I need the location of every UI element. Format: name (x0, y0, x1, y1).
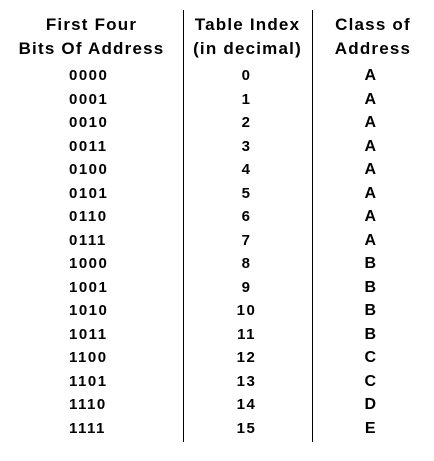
header-first-four-bits-line-1: First Four (45, 15, 138, 34)
cell-bits: 0001 (69, 90, 109, 108)
cell-index: 10 (236, 302, 257, 319)
cell-bits: 0000 (69, 67, 109, 84)
cell-index: 14 (236, 396, 257, 413)
header-table-index-line-1: Table Index (194, 15, 301, 34)
cell-bits: 1011 (69, 325, 108, 343)
cell-class: B (364, 302, 378, 319)
cell-index: 1 (241, 90, 252, 108)
header-first-four-bits-line-2: Bits Of Address (18, 39, 165, 58)
column-class-of-address: Class of Address A A A A A A A A B B B B… (312, 0, 434, 461)
cell-bits: 1000 (69, 255, 109, 272)
cell-index: 6 (241, 208, 252, 225)
cell-bits: 0011 (69, 137, 108, 155)
header-table-index-line-2: (in decimal) (193, 39, 302, 58)
header-class-of-address: Class of Address (312, 13, 434, 61)
column-first-four-bits: First Four Bits Of Address 0000 0001 001… (0, 0, 183, 461)
cell-bits: 1111 (69, 419, 106, 437)
header-first-four-bits: First Four Bits Of Address (0, 13, 183, 61)
cell-bits: 1001 (69, 278, 109, 296)
column-table-index: Table Index (in decimal) 0 1 2 3 4 5 6 7… (183, 0, 312, 461)
cell-index: 11 (237, 325, 256, 343)
cell-bits: 0101 (69, 184, 109, 202)
cell-index: 9 (241, 278, 252, 296)
cell-index: 5 (241, 184, 252, 202)
cell-index: 7 (241, 231, 252, 249)
first-four-bits-cells: 0000 0001 0010 0011 0100 0101 0110 0111 … (0, 64, 183, 440)
cell-bits: 0010 (69, 114, 109, 131)
column-divider (312, 10, 313, 442)
cell-bits: 0110 (69, 208, 108, 225)
cell-class: A (364, 114, 378, 131)
header-class-of-address-line-1: Class of (335, 15, 411, 34)
cell-class: A (364, 161, 378, 178)
cell-bits: 0111 (69, 231, 107, 249)
cell-class: D (364, 396, 378, 413)
cell-bits: 0100 (69, 161, 109, 178)
column-divider (183, 10, 184, 442)
cell-index: 8 (241, 255, 252, 272)
table-index-cells: 0 1 2 3 4 5 6 7 8 9 10 11 12 13 14 15 (183, 64, 312, 440)
cell-class: A (364, 231, 378, 249)
cell-class: C (364, 372, 378, 390)
cell-index: 4 (241, 161, 252, 178)
header-table-index: Table Index (in decimal) (183, 13, 312, 61)
cell-index: 3 (241, 137, 252, 155)
cell-bits: 1100 (69, 349, 108, 366)
header-class-of-address-line-2: Address (334, 39, 412, 58)
cell-class: B (364, 255, 378, 272)
class-of-address-cells: A A A A A A A A B B B B C C D E (312, 64, 434, 440)
cell-index: 12 (236, 349, 257, 366)
cell-index: 15 (236, 419, 257, 437)
cell-bits: 1110 (69, 396, 107, 413)
cell-class: A (364, 90, 378, 108)
cell-class: E (364, 419, 378, 437)
cell-class: B (364, 278, 378, 296)
cell-class: A (364, 137, 378, 155)
cell-index: 0 (241, 67, 252, 84)
cell-class: A (364, 184, 378, 202)
cell-bits: 1010 (69, 302, 109, 319)
cell-class: C (364, 349, 378, 366)
cell-index: 2 (241, 114, 252, 131)
cell-class: A (364, 67, 378, 84)
cell-class: B (364, 325, 378, 343)
cell-class: A (364, 208, 378, 225)
cell-index: 13 (236, 372, 257, 390)
cell-bits: 1101 (69, 372, 108, 390)
